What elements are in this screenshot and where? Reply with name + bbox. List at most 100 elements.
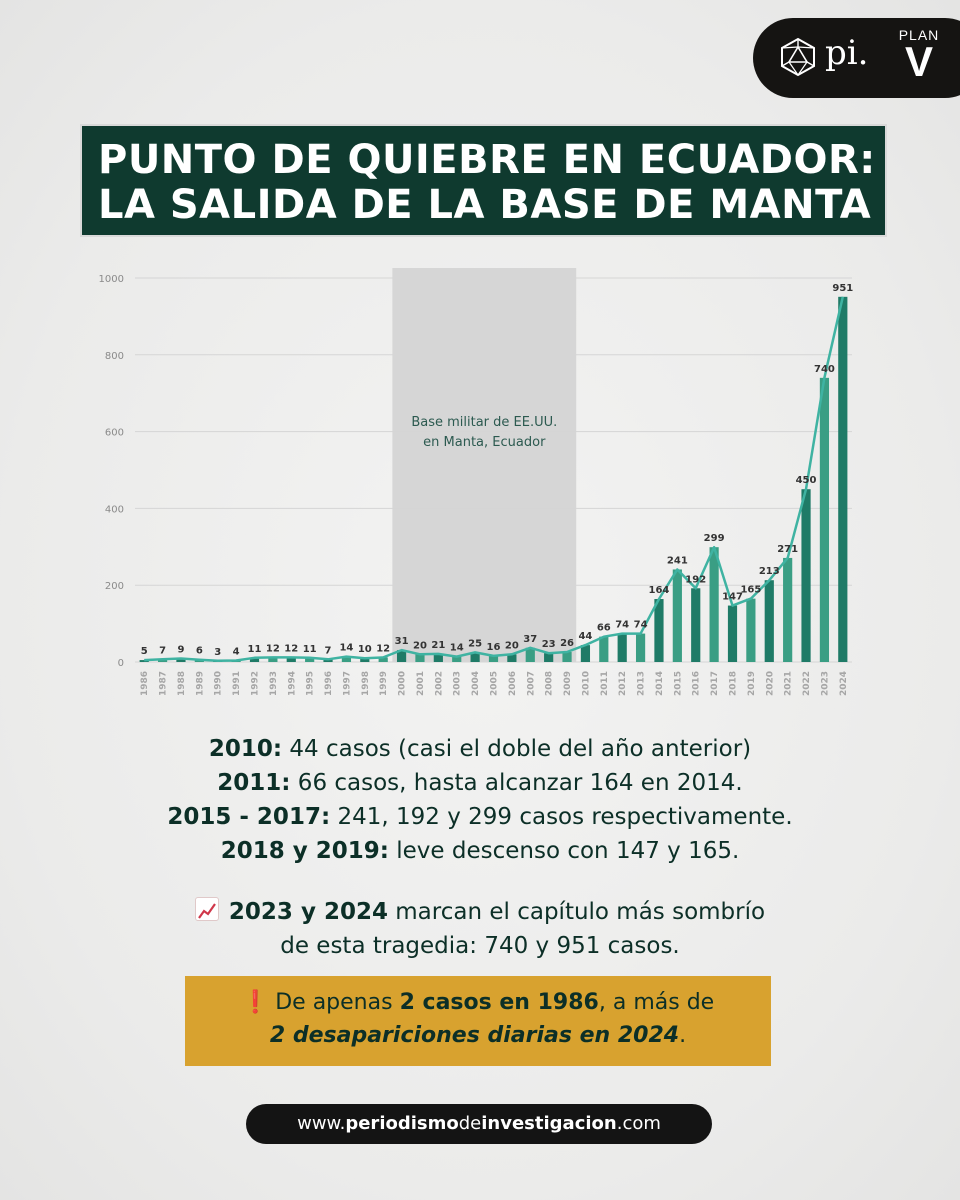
x-tick-label: 2010: [581, 671, 591, 696]
x-tick-label: 1998: [361, 671, 371, 696]
data-label: 7: [159, 645, 166, 656]
data-label: 21: [431, 640, 445, 651]
highlight-line-2: de esta tragedia: 740 y 951 casos.: [280, 933, 680, 959]
x-tick-label: 2017: [710, 671, 720, 696]
data-label: 7: [325, 645, 332, 656]
x-tick-label: 2005: [490, 671, 500, 696]
summary-2018-2019-text: leve descenso con 147 y 165.: [388, 838, 740, 864]
x-tick-label: 1993: [269, 671, 279, 696]
bar: [396, 650, 407, 662]
bar: [507, 654, 517, 662]
summary-2015-2017-text: 241, 192 y 299 casos respectivamente.: [330, 804, 793, 830]
bar: [838, 296, 848, 662]
exclamation-icon: ❗: [241, 990, 270, 1015]
callout-line-1: ❗ De apenas 2 casos en 1986, a más de: [185, 986, 771, 1019]
bar: [599, 636, 609, 662]
y-tick-label: 0: [118, 658, 124, 669]
data-label: 14: [339, 643, 353, 654]
callout-box: ❗ De apenas 2 casos en 1986, a más de 2 d…: [185, 976, 771, 1066]
x-tick-label: 2009: [563, 671, 573, 696]
x-tick-label: 2013: [637, 671, 647, 696]
data-label: 74: [615, 620, 629, 631]
bar: [727, 605, 738, 662]
website-bold-1: periodismo: [345, 1113, 459, 1134]
summary-2011-text: 66 casos, hasta alcanzar 164 en 2014.: [290, 770, 743, 796]
x-tick-label: 2023: [820, 671, 830, 696]
data-label: 37: [523, 634, 537, 645]
bar: [323, 659, 333, 662]
callout-tail: .: [679, 1023, 687, 1048]
data-label: 11: [248, 644, 262, 655]
data-label: 12: [376, 643, 390, 654]
bar: [415, 654, 425, 662]
brand-plan-label: PLAN: [898, 27, 940, 43]
x-tick-label: 2007: [526, 671, 536, 696]
x-tick-label: 2004: [471, 671, 481, 696]
bar: [286, 657, 296, 662]
data-label: 20: [505, 640, 519, 651]
highlight-block: 2023 y 2024 marcan el capítulo más sombr…: [0, 895, 960, 963]
y-tick-label: 600: [105, 428, 124, 439]
highlight-line-1: 2023 y 2024 marcan el capítulo más sombr…: [0, 895, 960, 929]
brand-plan-v-logo: V: [904, 38, 933, 85]
data-label: 3: [214, 647, 221, 658]
bar: [746, 598, 756, 662]
bar: [672, 569, 682, 662]
x-tick-label: 1987: [159, 671, 169, 696]
website-mid: de: [458, 1113, 482, 1134]
data-label: 10: [358, 644, 372, 655]
data-label: 16: [487, 642, 501, 653]
trend-line: [144, 296, 845, 663]
data-label: 25: [468, 638, 482, 649]
summary-2010-text: 44 casos (casi el doble del año anterior…: [282, 736, 752, 762]
summary-line-2010: 2010: 44 casos (casi el doble del año an…: [0, 732, 960, 766]
x-tick-label: 1995: [306, 671, 316, 696]
data-label: 74: [634, 620, 648, 631]
data-label: 6: [196, 646, 203, 657]
x-tick-label: 2006: [508, 671, 518, 696]
x-tick-label: 2000: [398, 671, 408, 696]
website-link[interactable]: www.periodismodeinvestigacion.com: [246, 1104, 712, 1144]
callout-text-1: De apenas: [275, 990, 400, 1015]
geometric-gem-icon: [781, 37, 815, 77]
bar: [617, 633, 627, 662]
data-label: 12: [284, 643, 298, 654]
x-tick-label: 1988: [177, 671, 187, 696]
data-label: 31: [395, 636, 409, 647]
brand-pi-logo: pi.: [825, 33, 869, 73]
brand-logo-pill: [753, 18, 960, 98]
data-label: 213: [759, 566, 780, 577]
summary-2010-year: 2010:: [208, 736, 283, 762]
bar: [470, 652, 480, 662]
website-pre: www.: [297, 1113, 346, 1134]
x-tick-label: 2021: [784, 671, 794, 696]
data-label: 66: [597, 623, 611, 634]
summary-line-2015-2017: 2015 - 2017: 241, 192 y 299 casos respec…: [0, 800, 960, 834]
summary-block: 2010: 44 casos (casi el doble del año an…: [0, 732, 960, 868]
data-label: 271: [777, 544, 798, 555]
x-tick-label: 2015: [673, 671, 683, 696]
website-post: .com: [616, 1113, 661, 1134]
x-tick-label: 2012: [618, 671, 628, 696]
bar: [635, 633, 646, 662]
bar: [157, 659, 168, 662]
title-line-1: PUNTO DE QUIEBRE EN ECUADOR:: [98, 137, 876, 183]
callout-bold: 2 casos en 1986: [399, 990, 599, 1015]
bar: [691, 588, 701, 662]
y-tick-label: 200: [105, 581, 124, 592]
summary-2011-year: 2011:: [217, 770, 291, 796]
data-label: 165: [740, 585, 761, 596]
y-tick-label: 400: [105, 504, 124, 515]
x-tick-label: 2001: [416, 671, 426, 696]
callout-italic: 2 desapariciones diarias en 2024: [269, 1023, 680, 1048]
data-label: 44: [578, 631, 592, 642]
summary-2018-2019-years: 2018 y 2019:: [220, 838, 389, 864]
x-tick-label: 1999: [379, 671, 389, 696]
bar: [709, 547, 719, 662]
bar: [305, 657, 315, 662]
bar: [819, 377, 830, 662]
x-tick-label: 2002: [434, 671, 444, 696]
bar: [562, 652, 572, 662]
callout-line-2: 2 desapariciones diarias en 2024.: [185, 1019, 771, 1052]
summary-line-2018-2019: 2018 y 2019: leve descenso con 147 y 165…: [0, 834, 960, 868]
